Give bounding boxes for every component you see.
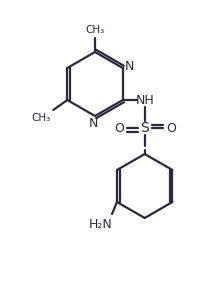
Text: CH₃: CH₃ [32, 113, 51, 123]
Text: CH₃: CH₃ [85, 25, 105, 35]
Text: N: N [125, 59, 134, 73]
Text: O: O [114, 121, 124, 134]
Text: O: O [166, 121, 176, 134]
Text: S: S [140, 121, 149, 135]
Text: H₂N: H₂N [89, 218, 113, 230]
Text: NH: NH [135, 93, 154, 106]
Text: N: N [88, 116, 98, 129]
